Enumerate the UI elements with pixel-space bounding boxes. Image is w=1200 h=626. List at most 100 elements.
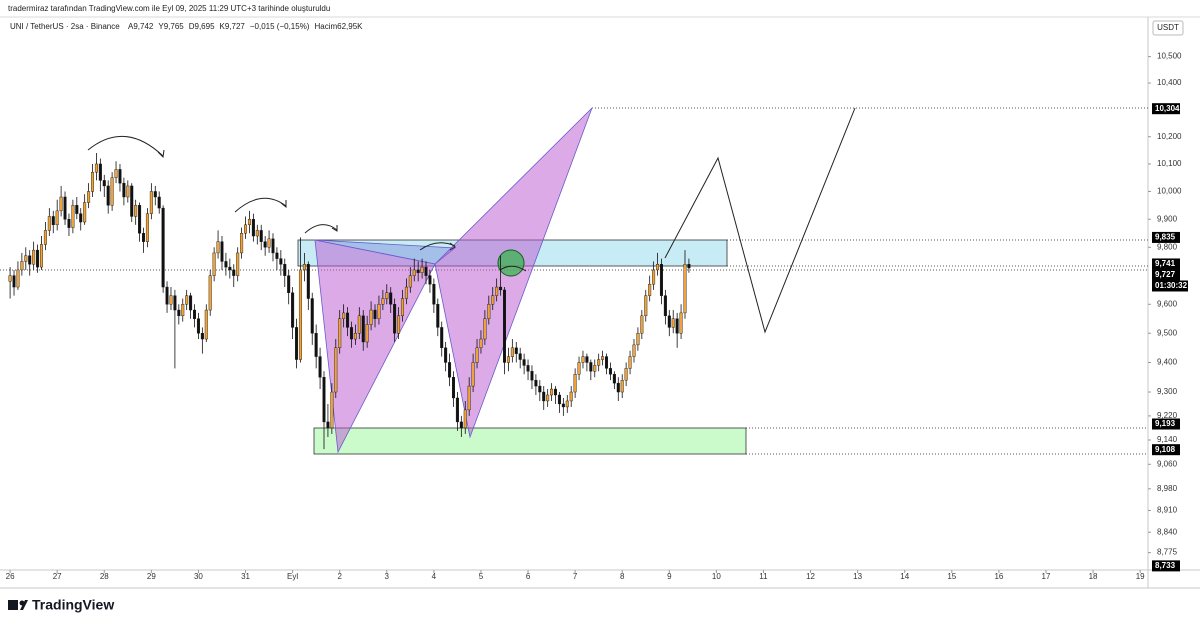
candle-body <box>20 261 24 271</box>
candle-body <box>397 315 401 334</box>
price-marker-label: 9,741 <box>1155 259 1176 268</box>
price-marker <box>1152 418 1180 430</box>
candle-body <box>353 333 357 340</box>
x-tick-label: 29 <box>147 572 156 581</box>
candle-body <box>479 338 483 349</box>
candle-body <box>134 205 138 217</box>
candle-body <box>518 353 522 360</box>
candle-body <box>259 230 263 242</box>
candle-body <box>326 421 330 429</box>
candle-body <box>514 347 518 354</box>
candle-body <box>87 191 91 203</box>
candle-body <box>385 292 389 299</box>
candle-body <box>106 185 110 206</box>
x-tick-label: 11 <box>759 572 768 581</box>
candle-body <box>550 388 554 396</box>
candle-body <box>346 312 350 328</box>
candle-body <box>310 298 314 334</box>
candle-body <box>546 394 550 402</box>
candle-body <box>169 295 173 305</box>
candle-body <box>71 205 75 228</box>
candle-body <box>189 295 193 311</box>
candle-body <box>287 275 291 293</box>
candle-body <box>55 210 59 226</box>
candle-body <box>75 205 79 214</box>
candle-body <box>94 163 98 173</box>
candle-body <box>408 275 412 288</box>
candle-body <box>373 309 377 319</box>
candle-body <box>298 269 302 360</box>
y-tick-label: 10,100 <box>1157 159 1182 168</box>
candle-body <box>534 379 538 387</box>
candle-body <box>369 309 373 325</box>
candle-body <box>263 241 267 248</box>
candle-body <box>51 216 55 226</box>
candle-body <box>475 347 479 363</box>
y-tick-label: 9,220 <box>1157 411 1178 420</box>
candle-body <box>424 266 428 276</box>
candle-body <box>43 230 47 245</box>
candle-body <box>671 318 675 328</box>
candle-body <box>247 219 251 226</box>
price-marker-label: 9,727 <box>1155 270 1176 279</box>
candle-body <box>118 169 122 184</box>
x-tick-label: 7 <box>573 572 578 581</box>
candle-body <box>165 286 169 305</box>
arrow-head <box>331 225 338 232</box>
candle-body <box>620 379 624 393</box>
y-tick-label: 9,600 <box>1157 299 1178 308</box>
y-tick-label: 9,140 <box>1157 435 1178 444</box>
candle-body <box>153 191 157 198</box>
candle-body <box>322 377 326 423</box>
candle-body <box>569 391 573 402</box>
candle-body <box>79 213 83 223</box>
brand-logo: TradingView <box>8 597 114 613</box>
candle-body <box>177 309 181 317</box>
candle-body <box>161 207 165 288</box>
candle-body <box>255 230 259 237</box>
candle-body <box>126 185 130 198</box>
x-tick-label: 27 <box>53 572 62 581</box>
candle-body <box>193 309 197 319</box>
candle-body <box>24 255 28 262</box>
currency: USDT <box>1157 23 1179 32</box>
candle-body <box>510 347 514 357</box>
y-tick-label: 9,060 <box>1157 459 1178 468</box>
candle-body <box>565 400 569 408</box>
candle-body <box>314 333 318 357</box>
ohlc-value: A9,742 <box>128 22 154 31</box>
candle-body <box>240 233 244 254</box>
price-marker <box>1152 560 1180 572</box>
attribution: tradermiraz tarafından TradingView.com i… <box>8 4 330 13</box>
candle-body <box>616 382 620 393</box>
arrow-head <box>157 149 165 159</box>
x-tick-label: 30 <box>194 572 203 581</box>
candle-body <box>400 298 404 317</box>
price-marker-label: 9,835 <box>1155 233 1176 242</box>
candle-body <box>338 318 342 349</box>
target-circle <box>497 249 525 277</box>
y-tick-label: 10,000 <box>1157 187 1182 196</box>
curved-arrow <box>87 136 164 157</box>
projection-path <box>664 107 856 334</box>
candle-body <box>557 394 561 405</box>
x-tick-label: 3 <box>385 572 390 581</box>
brand: TradingView <box>32 597 114 613</box>
candle-body <box>499 286 503 291</box>
candle-body <box>675 318 679 334</box>
candle-body <box>181 304 185 317</box>
candle-body <box>330 391 334 429</box>
candle-body <box>12 275 16 288</box>
candle-body <box>142 233 146 242</box>
x-tick-label: 18 <box>1089 572 1098 581</box>
price-marker <box>1152 444 1180 456</box>
candle-body <box>236 252 240 276</box>
candle-body <box>640 315 644 334</box>
candle-body <box>349 327 353 340</box>
y-tick-label: 9,900 <box>1157 214 1178 223</box>
candle-body <box>624 368 628 381</box>
candle-body <box>538 385 542 393</box>
candle-body <box>420 266 424 273</box>
candle-body <box>679 312 683 334</box>
